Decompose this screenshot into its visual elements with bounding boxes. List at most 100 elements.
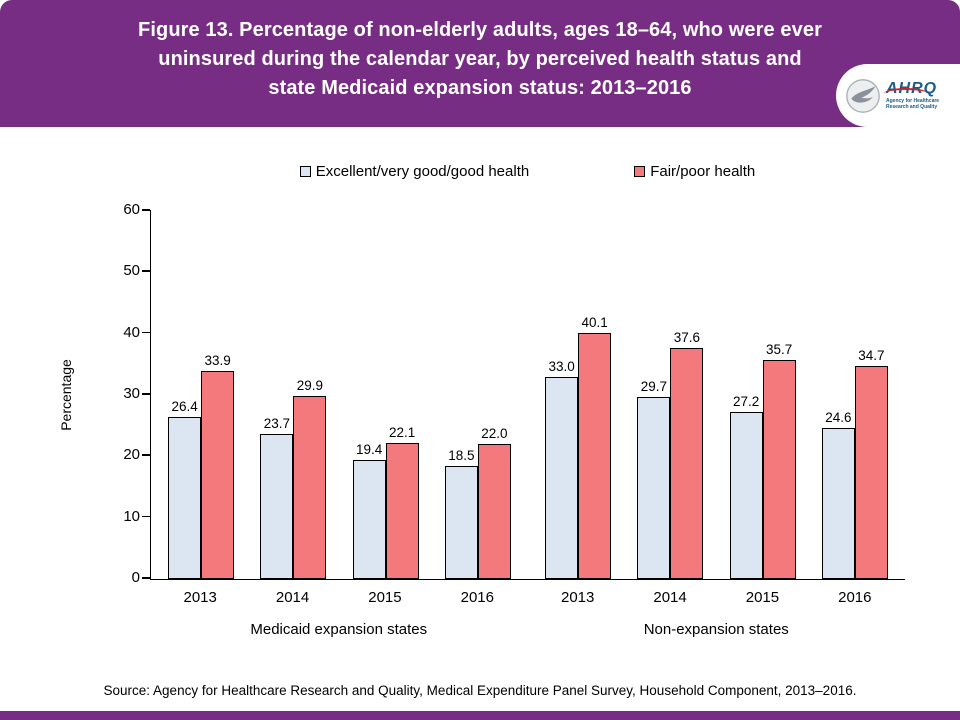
x-axis-year-labels: 2013 2014 2015 2016 2013 2014 2015 2016: [150, 589, 905, 606]
header-banner: Figure 13. Percentage of non-elderly adu…: [0, 0, 960, 127]
group-label: Medicaid expansion states: [250, 621, 428, 638]
figure-title: Figure 13. Percentage of non-elderly adu…: [138, 19, 822, 99]
bar-value-label: 33.0: [548, 358, 575, 374]
bar: [260, 433, 294, 579]
y-tick-mark: [142, 393, 150, 395]
legend-item: Fair/poor health: [634, 163, 755, 180]
source-note: Source: Agency for Healthcare Research a…: [103, 683, 857, 698]
bar-value-label: 40.1: [581, 315, 608, 331]
bar-column: 33.9: [201, 353, 235, 579]
bar-column: 19.4: [352, 442, 386, 579]
y-tick-mark: [142, 515, 150, 518]
bar-column: 33.0: [545, 358, 579, 579]
y-tick-mark: [142, 577, 150, 579]
bar-column: 34.7: [854, 348, 888, 579]
legend-swatch: [299, 166, 311, 177]
y-tick-label: 0: [131, 569, 140, 586]
bar-column: 29.7: [637, 378, 671, 579]
legend-label: Fair/poor health: [650, 163, 756, 180]
bar-value-label: 19.4: [355, 442, 383, 458]
bar-group: 33.0 40.1 29.7 37.6 27.2 35.7 24.6 34.7: [528, 210, 905, 579]
bar: [670, 348, 704, 579]
bar-value-label: 33.9: [204, 353, 231, 369]
bar: [545, 376, 579, 579]
bar-value-label: 23.7: [263, 415, 291, 431]
x-tick-label: 2014: [653, 589, 687, 606]
bar-column: 23.7: [260, 415, 294, 579]
plot-area: 26.4 33.9 23.7 29.9 19.4 22.1 18.5 22.0 33.0 40.1…: [123, 201, 905, 586]
y-tick-mark: [142, 454, 150, 456]
bar-column: 37.6: [670, 330, 704, 579]
x-tick-label: 2016: [460, 589, 494, 606]
x-tick-label: 2013: [561, 589, 595, 606]
year-cluster: 23.7 29.9: [260, 378, 327, 579]
year-cluster: 19.4 22.1: [352, 425, 419, 579]
bar-value-label: 29.7: [640, 378, 668, 394]
ahrq-logo: AHRQ Agency for Healthcare Research and …: [836, 64, 960, 127]
y-tick-label: 20: [123, 446, 140, 464]
year-cluster: 29.7 37.6: [637, 330, 704, 579]
y-axis-title: Percentage: [58, 359, 74, 431]
legend-label: Excellent/very good/good health: [315, 163, 530, 180]
bar-column: 18.5: [444, 447, 478, 579]
x-tick-label: 2014: [275, 589, 310, 606]
y-tick-label: 50: [123, 262, 140, 280]
bar-column: 35.7: [762, 342, 796, 579]
bar-column: 22.0: [477, 426, 511, 579]
x-tick-label: 2016: [838, 589, 872, 606]
year-cluster: 27.2 35.7: [729, 342, 796, 579]
y-tick-mark: [142, 270, 150, 272]
bar-column: 40.1: [578, 315, 612, 579]
bar: [477, 444, 511, 579]
bar: [821, 428, 855, 579]
x-tick-label: 2015: [745, 589, 780, 606]
y-tick-mark: [142, 331, 150, 334]
x-tick-label: 2015: [368, 589, 402, 606]
bar-value-label: 22.1: [388, 425, 416, 441]
legend-item: Excellent/very good/good health: [299, 163, 530, 180]
bar-value-label: 27.2: [732, 394, 760, 410]
year-cluster: 33.0 40.1: [545, 315, 612, 579]
bar-column: 22.1: [385, 425, 419, 579]
bar: [729, 412, 763, 579]
bar-value-label: 18.5: [448, 447, 475, 463]
y-tick-label: 30: [123, 385, 140, 402]
bar-value-label: 37.6: [673, 330, 701, 346]
year-label-group: 2013 2014 2015 2016: [150, 589, 528, 606]
year-cluster: 24.6 34.7: [821, 348, 888, 579]
year-cluster: 18.5 22.0: [444, 426, 511, 579]
x-tick-label: 2013: [183, 589, 217, 606]
ahrq-wordmark-block: AHRQ Agency for Healthcare Research and …: [883, 80, 939, 111]
chart-legend: Excellent/very good/good health Fair/poor…: [150, 163, 905, 180]
ahrq-tagline: Agency for Healthcare Research and Quali…: [886, 98, 939, 111]
group-label: Non-expansion states: [643, 621, 789, 638]
bar-column: 29.9: [293, 378, 327, 579]
bar: [762, 360, 796, 579]
bar-value-label: 34.7: [858, 348, 885, 364]
bar-value-label: 22.0: [481, 426, 508, 442]
bar: [444, 465, 478, 579]
bar-column: 24.6: [821, 410, 855, 579]
year-label-group: 2013 2014 2015 2016: [528, 589, 906, 606]
bar-column: 27.2: [729, 394, 763, 579]
bar: [201, 371, 235, 579]
bar-value-label: 26.4: [171, 399, 198, 415]
bar: [385, 443, 419, 579]
bar: [293, 395, 327, 579]
legend-swatch: [634, 166, 646, 177]
year-cluster: 26.4 33.9: [168, 353, 235, 579]
x-axis-group-labels: Medicaid expansion states Non-expansion s…: [150, 621, 905, 638]
y-tick-label: 60: [123, 201, 140, 218]
bar-value-label: 35.7: [765, 342, 793, 358]
y-tick-label: 40: [123, 323, 140, 341]
bar-group: 26.4 33.9 23.7 29.9 19.4 22.1 18.5 22.0: [151, 210, 528, 579]
bar-column: 26.4: [168, 399, 202, 579]
bar-groups: 26.4 33.9 23.7 29.9 19.4 22.1 18.5 22.0 33.0 40.1…: [151, 210, 905, 579]
ahrq-wordmark: AHRQ: [883, 80, 938, 98]
hhs-eagle-icon: [845, 78, 881, 114]
y-tick-label: 10: [123, 507, 140, 525]
ahrq-tagline-line1: Agency for Healthcare: [886, 97, 940, 104]
bar: [352, 460, 386, 579]
bar: [168, 417, 202, 579]
